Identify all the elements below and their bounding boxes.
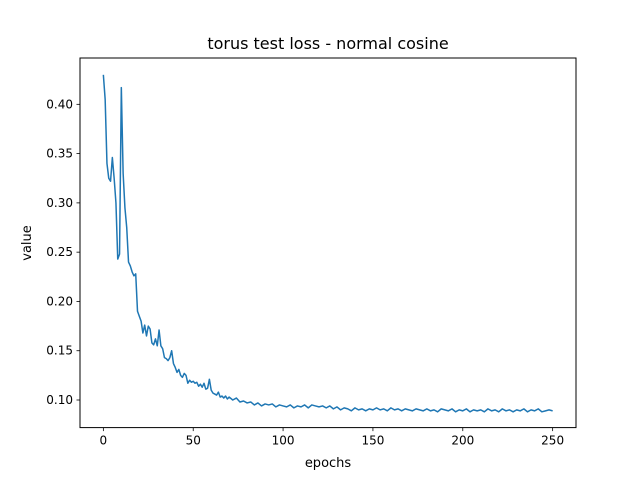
y-tick-label: 0.15 <box>46 344 73 358</box>
y-tick-label: 0.35 <box>46 147 73 161</box>
y-tick-label: 0.40 <box>46 97 73 111</box>
x-tick-label: 0 <box>100 434 108 448</box>
x-tick-label: 250 <box>541 434 564 448</box>
y-tick-label: 0.25 <box>46 245 73 259</box>
y-tick-label: 0.20 <box>46 294 73 308</box>
x-tick-label: 150 <box>361 434 384 448</box>
y-tick-label: 0.30 <box>46 196 73 210</box>
series-line-0 <box>102 74 553 413</box>
y-tick-label: 0.10 <box>46 393 73 407</box>
y-axis: 0.10 0.15 0.20 0.25 0.30 0.35 0.40 <box>46 97 80 407</box>
x-tick-label: 50 <box>186 434 201 448</box>
plot-frame <box>79 57 577 429</box>
chart-title: torus test loss - normal cosine <box>207 34 448 53</box>
x-tick-label: 100 <box>272 434 295 448</box>
x-axis: 0 50 100 150 200 250 <box>100 427 564 448</box>
y-axis-label: value <box>20 225 35 261</box>
x-tick-label: 200 <box>451 434 474 448</box>
x-axis-label: epochs <box>305 456 352 471</box>
plot-area <box>102 74 553 413</box>
